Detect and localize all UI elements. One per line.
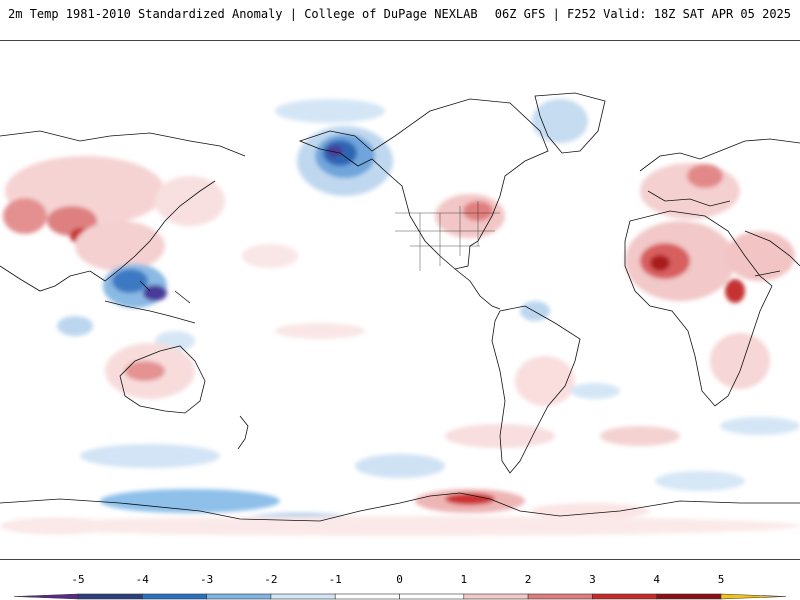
colorbar-segment <box>206 593 272 600</box>
colorbar-tick-label: 4 <box>653 573 660 586</box>
colorbar-tick-label: 3 <box>589 573 596 586</box>
colorbar-tick-label: -1 <box>328 573 342 586</box>
colorbar-segment <box>334 593 400 600</box>
header: 2m Temp 1981-2010 Standardized Anomaly |… <box>0 0 800 30</box>
colorbar: -5 -4 -3 -2 -1 0 1 2 3 4 5 <box>0 566 800 600</box>
colorbar-tick-label: -3 <box>199 573 214 586</box>
colorbar-tick-label: 0 <box>396 573 403 586</box>
coastlines <box>0 92 800 522</box>
colorbar-tick-label: 2 <box>524 573 532 586</box>
colorbar-segment <box>463 593 529 600</box>
colorbar-tick-label: 1 <box>460 573 468 586</box>
colorbar-segment <box>270 593 336 600</box>
colorbar-segment <box>77 593 143 600</box>
anomaly-shading <box>0 99 800 536</box>
map-title: 2m Temp 1981-2010 Standardized Anomaly |… <box>8 7 478 21</box>
anomaly-map <box>0 92 800 536</box>
colorbar-high-extend <box>720 593 787 600</box>
colorbar-labels: -5 -4 -3 -2 -1 0 1 2 3 4 5 <box>0 573 800 587</box>
colorbar-low-extend <box>13 593 79 600</box>
colorbar-tick-label: -2 <box>264 573 278 586</box>
us-state-lines <box>395 201 500 271</box>
colorbar-tick-label: -4 <box>135 573 149 586</box>
map-panel[interactable] <box>0 40 800 560</box>
colorbar-segment <box>527 593 593 600</box>
colorbar-segment <box>656 593 722 600</box>
colorbar-tick-label: 5 <box>717 573 725 586</box>
colorbar-segment <box>399 593 465 600</box>
colorbar-segment <box>142 593 207 600</box>
model-run-info: 06Z GFS | F252 Valid: 18Z SAT APR 05 202… <box>494 7 791 21</box>
colorbar-segment <box>592 593 658 600</box>
colorbar-bar <box>13 593 787 600</box>
colorbar-tick-label: -5 <box>71 573 85 586</box>
